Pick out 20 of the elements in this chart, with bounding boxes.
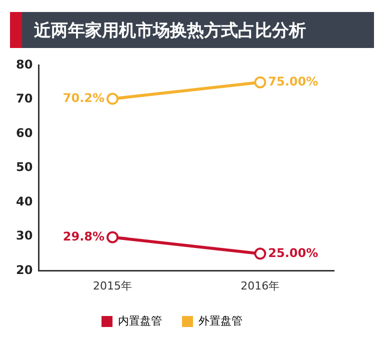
chart-title: 近两年家用机市场换热方式占比分析 [34,20,306,42]
y-tick-label: 70 [16,92,33,106]
x-tick-label: 2015年 [93,279,132,292]
data-label: 25.00% [268,246,318,260]
point [106,92,119,105]
y-tick-label: 30 [16,228,33,243]
point [106,231,119,244]
data-label: 75.00% [268,74,318,88]
point [254,76,266,88]
y-tick-label: 20 [16,262,33,277]
x-tick-label: 2016年 [240,279,280,292]
data-label: 70.2% [62,90,105,105]
y-tick-label: 80 [16,57,33,72]
legend-label: 内置盘管 [118,314,162,328]
y-tick-label: 60 [16,126,33,140]
point [254,248,266,260]
legend-label: 外置盘管 [198,314,242,328]
data-label: 29.8% [62,229,105,244]
y-tick-label: 40 [16,194,33,208]
y-tick-label: 50 [16,160,33,174]
